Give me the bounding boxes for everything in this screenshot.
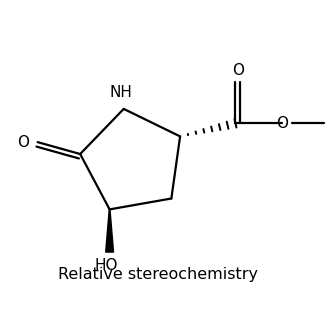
Polygon shape <box>106 210 114 252</box>
Text: NH: NH <box>110 85 132 100</box>
Text: O: O <box>277 116 288 131</box>
Text: HO: HO <box>94 258 118 273</box>
Text: O: O <box>17 135 29 149</box>
Text: Relative stereochemistry: Relative stereochemistry <box>58 267 258 282</box>
Text: O: O <box>232 63 244 78</box>
